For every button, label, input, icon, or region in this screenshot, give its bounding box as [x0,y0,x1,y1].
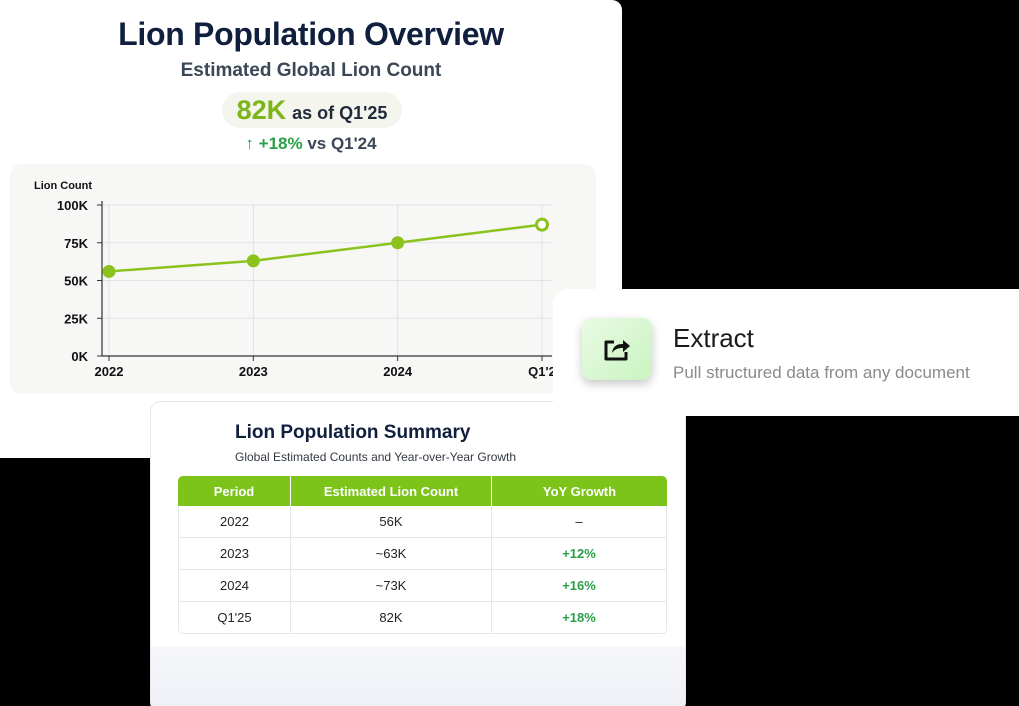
summary-fade [151,646,685,706]
y-tick-label: 50K [64,274,88,289]
table-row: 2022 56K – [178,506,667,538]
column-header-count: Estimated Lion Count [291,476,492,506]
y-tick-label: 100K [57,198,89,213]
overview-card: Lion Population Overview Estimated Globa… [0,0,622,458]
table-cell-count: ~63K [291,538,492,570]
table-cell-period: 2022 [178,506,291,538]
summary-title: Lion Population Summary [235,422,471,443]
y-axis-label: Lion Count [34,180,92,192]
table-cell-count: ~73K [291,570,492,602]
x-tick-label: 2023 [239,364,268,379]
overview-title: Lion Population Overview [118,16,504,52]
series-layer [102,217,549,278]
table-cell-count: 56K [291,506,492,538]
column-header-period: Period [178,476,291,506]
table-cell-growth: +12% [492,538,667,570]
summary-table: Period Estimated Lion Count YoY Growth 2… [178,476,667,634]
table-cell-period: 2023 [178,538,291,570]
growth-value: +18% [258,134,303,153]
axis-layer: 100K 75K 50K 25K 0K 2022 2023 2024 Q1'2 [57,198,556,379]
table-header-row: Period Estimated Lion Count YoY Growth [178,476,667,506]
table-row: 2023 ~63K +12% [178,538,667,570]
table-cell-growth: – [492,506,667,538]
y-tick-label: 0K [71,349,88,364]
data-point [102,264,116,278]
table-cell-count: 82K [291,602,492,634]
x-tick-label: 2024 [383,364,413,379]
extract-title: Extract [673,323,754,353]
table-cell-growth: +16% [492,570,667,602]
table-cell-growth: +18% [492,602,667,634]
y-tick-label: 75K [64,236,88,251]
data-point [535,217,549,232]
column-header-growth: YoY Growth [492,476,667,506]
table-row: 2024 ~73K +16% [178,570,667,602]
extract-icon-box [582,318,652,380]
chart-panel: Lion Count 100K 75K 50K 25K 0K 2022 2023 2024 Q1… [10,164,596,394]
grid-layer [102,204,552,357]
growth-line: ↑ +18% vs Q1'24 [0,134,622,154]
kpi-pill: 82K as of Q1'25 [222,92,402,128]
data-point [246,254,260,268]
arrow-up-icon: ↑ [245,134,254,153]
table-cell-period: Q1'25 [178,602,291,634]
x-tick-label: 2022 [95,364,124,379]
share-export-icon [604,340,630,361]
table-cell-period: 2024 [178,570,291,602]
kpi-suffix: as of Q1'25 [292,103,388,123]
line-chart: Lion Count 100K 75K 50K 25K 0K 2022 2023 2024 Q1… [34,180,556,379]
extract-card[interactable]: Extract Pull structured data from any do… [553,289,1019,416]
data-point [391,236,405,250]
summary-card: Lion Population Summary Global Estimated… [151,402,685,706]
overview-subtitle: Estimated Global Lion Count [180,60,442,81]
extract-description: Pull structured data from any document [673,363,970,382]
kpi-value: 82K [236,95,287,125]
series-line [108,223,543,273]
y-tick-label: 25K [64,311,88,326]
summary-subtitle: Global Estimated Counts and Year-over-Ye… [235,450,517,464]
x-tick-label: Q1'2 [528,364,556,379]
table-row: Q1'25 82K +18% [178,602,667,634]
growth-suffix: vs Q1'24 [307,134,377,153]
